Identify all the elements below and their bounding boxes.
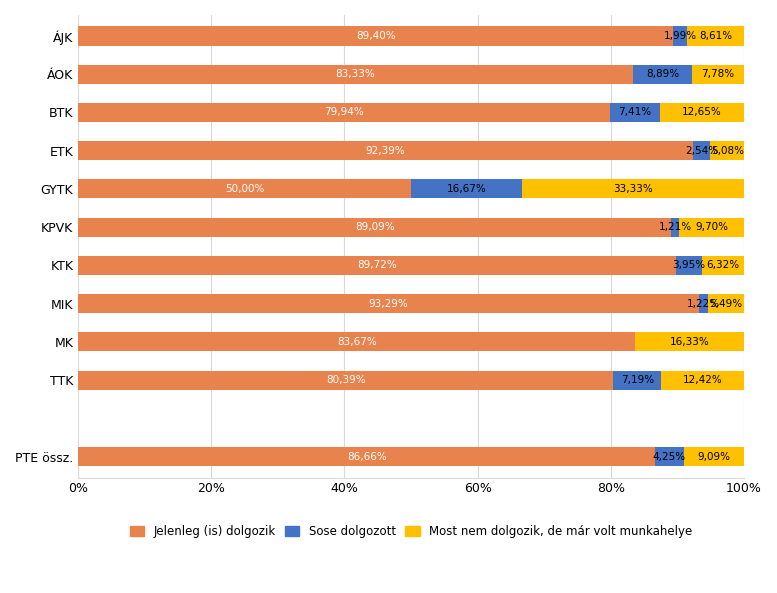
Text: 9,70%: 9,70% <box>695 222 728 232</box>
Bar <box>693 141 710 160</box>
Bar <box>633 65 692 84</box>
Text: 12,65%: 12,65% <box>682 107 722 117</box>
Bar <box>614 371 661 390</box>
Text: 16,67%: 16,67% <box>447 184 486 194</box>
Text: 5,49%: 5,49% <box>709 299 742 308</box>
Text: 8,89%: 8,89% <box>646 69 679 79</box>
Bar <box>78 103 611 122</box>
Text: 7,19%: 7,19% <box>621 375 654 385</box>
Bar <box>655 447 684 466</box>
Text: 92,39%: 92,39% <box>366 146 406 156</box>
Text: 83,67%: 83,67% <box>337 337 377 347</box>
Text: 4,25%: 4,25% <box>653 451 686 461</box>
Bar <box>699 294 708 313</box>
Bar <box>661 371 744 390</box>
Legend: Jelenleg (is) dolgozik, Sose dolgozott, Most nem dolgozik, de már volt munkahely: Jelenleg (is) dolgozik, Sose dolgozott, … <box>125 521 697 543</box>
Text: 8,61%: 8,61% <box>699 31 732 41</box>
Text: 5,08%: 5,08% <box>711 146 744 156</box>
Bar <box>78 65 633 84</box>
Text: 6,32%: 6,32% <box>706 260 740 270</box>
Text: 89,09%: 89,09% <box>355 222 395 232</box>
Text: 1,21%: 1,21% <box>659 222 692 232</box>
Text: 2,54%: 2,54% <box>685 146 719 156</box>
Text: 89,72%: 89,72% <box>357 260 397 270</box>
Bar <box>611 103 660 122</box>
Bar <box>687 27 744 46</box>
Bar <box>78 141 693 160</box>
Bar <box>674 27 687 46</box>
Text: 16,33%: 16,33% <box>670 337 709 347</box>
Text: 80,39%: 80,39% <box>326 375 366 385</box>
Bar <box>679 218 744 237</box>
Text: 12,42%: 12,42% <box>683 375 723 385</box>
Text: 83,33%: 83,33% <box>336 69 375 79</box>
Bar <box>78 447 655 466</box>
Bar <box>78 27 674 46</box>
Bar <box>660 103 744 122</box>
Bar <box>710 141 744 160</box>
Bar <box>78 218 671 237</box>
Text: 1,22%: 1,22% <box>687 299 720 308</box>
Bar <box>708 294 744 313</box>
Bar <box>78 256 676 275</box>
Bar <box>671 218 679 237</box>
Bar <box>702 256 744 275</box>
Text: 1,99%: 1,99% <box>664 31 697 41</box>
Text: 89,40%: 89,40% <box>356 31 395 41</box>
Text: 9,09%: 9,09% <box>697 451 730 461</box>
Text: 7,78%: 7,78% <box>702 69 735 79</box>
Bar <box>411 179 522 199</box>
Text: 3,95%: 3,95% <box>672 260 706 270</box>
Bar <box>636 332 744 352</box>
Text: 7,41%: 7,41% <box>618 107 652 117</box>
Text: 33,33%: 33,33% <box>613 184 653 194</box>
Bar <box>78 332 636 352</box>
Bar <box>78 179 411 199</box>
Bar <box>78 371 614 390</box>
Text: 79,94%: 79,94% <box>325 107 364 117</box>
Text: 50,00%: 50,00% <box>225 184 264 194</box>
Text: 93,29%: 93,29% <box>369 299 409 308</box>
Bar <box>676 256 702 275</box>
Bar <box>78 294 699 313</box>
Text: 86,66%: 86,66% <box>347 451 386 461</box>
Bar <box>692 65 744 84</box>
Bar <box>684 447 744 466</box>
Bar <box>522 179 744 199</box>
